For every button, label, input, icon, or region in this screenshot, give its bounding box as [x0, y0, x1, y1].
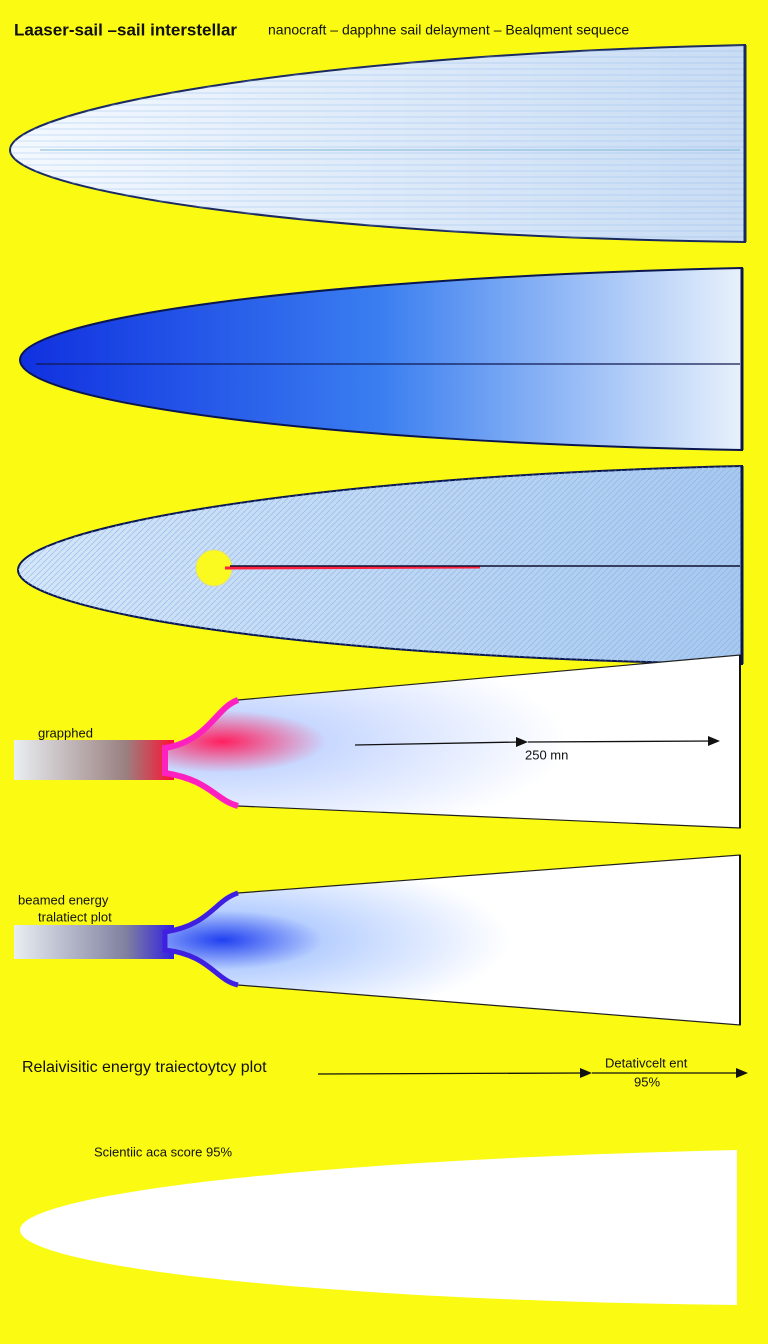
- title-rest: nanocraft – dapphne sail delayment – Bea…: [268, 22, 629, 38]
- measure-label: 250 mn: [525, 747, 568, 762]
- panel-label-2: tralatiect plot: [38, 909, 112, 924]
- sail-panel-4: grapphed 250 mn: [14, 654, 741, 829]
- trajectory-note-1: Detativcelt ent: [605, 1055, 688, 1070]
- trajectory-label: Relaivisitic energy traiectoytcy plot: [22, 1059, 267, 1076]
- score-label: Scientiic aca score 95%: [94, 1144, 232, 1159]
- sail-panel-1: [8, 43, 747, 244]
- final-sail: Scientiic aca score 95%: [20, 1144, 737, 1305]
- title-bold: Laaser-sail –sail interstellar: [14, 20, 237, 39]
- sail-panel-2: [18, 266, 744, 452]
- sail-panel-5: beamed energy tralatiect plot: [14, 854, 741, 1026]
- panel-label-1: beamed energy: [18, 892, 109, 907]
- sail-panel-3: [16, 464, 744, 666]
- trajectory: Relaivisitic energy traiectoytcy plot De…: [22, 1055, 748, 1089]
- trajectory-note-2: 95%: [634, 1074, 660, 1089]
- title: Laaser-sail –sail interstellar nanocraft…: [14, 20, 629, 39]
- panel-label: grapphed: [38, 725, 93, 740]
